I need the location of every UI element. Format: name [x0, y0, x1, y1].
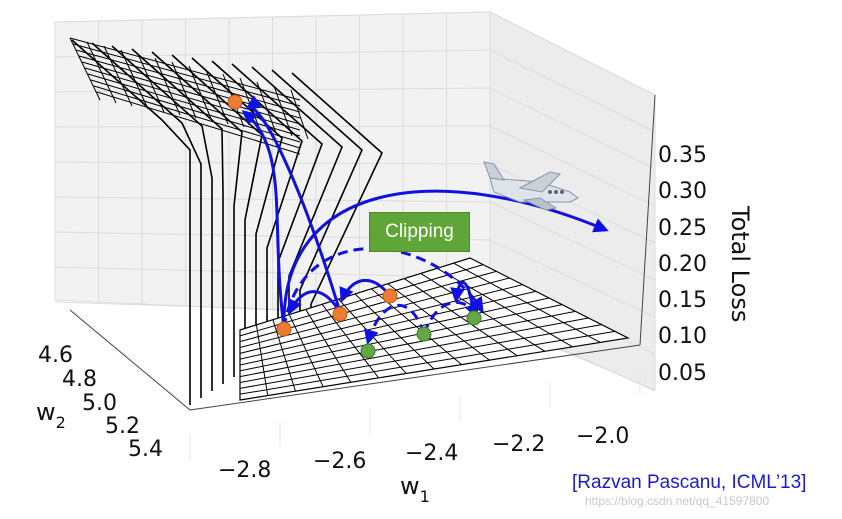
- grid-line: [54, 196, 491, 203]
- y-tick: 5.2: [105, 414, 140, 439]
- y-tick: 5.0: [82, 391, 117, 416]
- z-tick: 0.10: [658, 324, 707, 349]
- trajectory-arrow: [245, 95, 342, 313]
- trajectory-arrow: [339, 278, 392, 303]
- orange-point: [227, 94, 243, 110]
- orange-point: [332, 306, 348, 322]
- grid-line: [489, 163, 656, 244]
- y-axis-ticks: 4.6 4.8 5.0 5.2 5.4: [38, 343, 163, 462]
- z-tick: 0.35: [658, 143, 707, 168]
- mesh-line: [239, 324, 602, 389]
- orange-point: [382, 288, 398, 304]
- mesh-line: [239, 310, 576, 378]
- green-point: [360, 343, 376, 359]
- x-tick: −2.2: [492, 432, 545, 457]
- z-tick: 0.05: [658, 361, 707, 386]
- orange-point: [276, 321, 292, 337]
- mesh-line: [137, 53, 165, 113]
- cliff-line: [111, 45, 213, 391]
- x-tick: −2.6: [313, 449, 366, 474]
- mesh-line: [239, 304, 563, 372]
- x-tick: −2.0: [576, 424, 629, 449]
- z-axis-ticks: 0.35 0.30 0.25 0.20 0.15 0.10 0.05: [658, 143, 707, 386]
- mesh-line: [86, 41, 117, 104]
- z-tick: 0.15: [658, 288, 707, 313]
- mesh-line: [154, 57, 181, 116]
- mesh-line: [81, 61, 301, 125]
- mesh-line: [239, 317, 589, 383]
- mesh-line: [93, 85, 301, 149]
- loss-surface: [69, 37, 630, 405]
- mesh-line: [273, 85, 293, 137]
- grid-line: [54, 11, 491, 23]
- x-tick: −2.8: [218, 458, 271, 483]
- mesh-line: [69, 37, 101, 101]
- y-tick: 5.4: [128, 437, 163, 462]
- grid-line: [54, 125, 491, 128]
- grid-line: [489, 87, 656, 170]
- clipping-label: Clipping: [369, 212, 470, 252]
- mesh-line: [87, 73, 301, 137]
- mesh-line: [256, 81, 277, 134]
- mesh-line: [75, 49, 301, 113]
- x-axis-ticks: −2.8 −2.6 −2.4 −2.2 −2.0: [218, 424, 629, 483]
- trajectory-arrow: [288, 290, 342, 315]
- trajectory-arrow: [450, 280, 476, 319]
- y-tick: 4.8: [62, 367, 97, 392]
- y-tick: 4.6: [38, 343, 73, 368]
- cliff-line: [151, 51, 243, 377]
- trajectory-points: [227, 94, 482, 359]
- z-axis-line: [639, 94, 656, 346]
- x-axis-line: [189, 344, 641, 411]
- mesh-line: [239, 290, 536, 360]
- grid-line: [489, 11, 656, 96]
- grid-line: [489, 125, 656, 207]
- cliff-line: [71, 39, 191, 405]
- green-point: [416, 326, 432, 342]
- watermark: https://blog.csdn.net/qq_41597800: [585, 494, 770, 508]
- y-axis-title: w2: [36, 398, 66, 432]
- mesh-line: [171, 61, 197, 119]
- z-tick: 0.30: [658, 179, 707, 204]
- mesh-line: [290, 89, 309, 140]
- mesh-line: [103, 45, 133, 107]
- x-axis-title: w1: [400, 472, 430, 506]
- grid-line: [54, 49, 491, 58]
- axis-panes: [54, 11, 656, 460]
- grid-line: [489, 239, 656, 318]
- cliff-line: [231, 63, 323, 349]
- x-tick: −2.4: [405, 441, 458, 466]
- airplane-icon: [483, 161, 579, 211]
- lower-mesh: [239, 257, 630, 401]
- mesh-line: [239, 330, 615, 395]
- mesh-line: [239, 297, 550, 366]
- grid-line: [489, 201, 656, 281]
- citation: [Razvan Pascanu, ICML’13]: [572, 472, 807, 493]
- green-point: [466, 310, 482, 326]
- z-axis-title: Total Loss: [726, 205, 754, 322]
- mesh-line: [188, 65, 213, 122]
- mesh-line: [120, 49, 149, 110]
- mesh-line: [69, 37, 301, 101]
- z-tick: 0.25: [658, 216, 707, 241]
- y-axis-line: [69, 309, 191, 411]
- mesh-line: [90, 79, 301, 143]
- trajectory-arrow: [241, 110, 286, 329]
- grid-line: [489, 49, 656, 133]
- mesh-line: [205, 69, 229, 125]
- mesh-line: [78, 55, 301, 119]
- z-tick: 0.20: [658, 252, 707, 277]
